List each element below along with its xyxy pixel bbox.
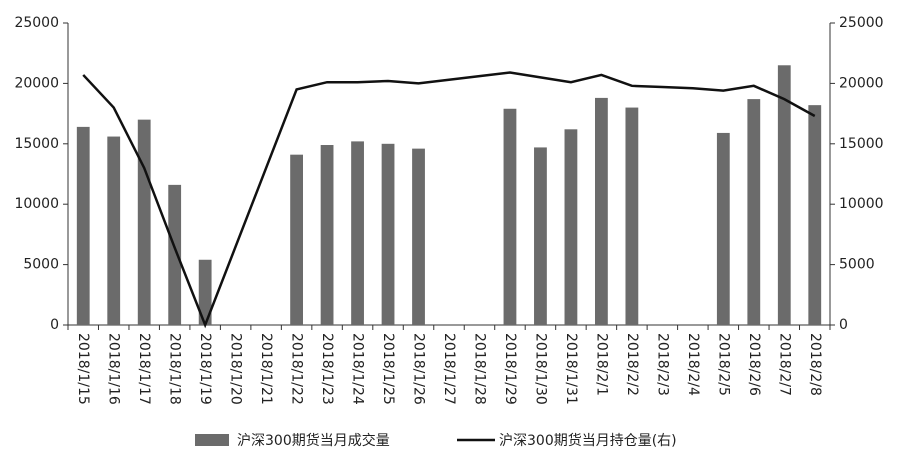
y2-tick-label: 25000 [839,15,884,31]
bar [564,129,578,325]
y-tick-label: 20000 [14,75,59,91]
bar [808,105,822,325]
y2-tick-label: 20000 [839,75,884,91]
x-tick-label: 2018/1/22 [289,333,305,405]
y-tick-label: 10000 [14,196,59,212]
x-tick-label: 2018/1/16 [106,333,122,405]
x-tick-label: 2018/2/1 [593,333,609,396]
x-tick-label: 2018/1/18 [167,333,183,405]
y2-tick-label: 15000 [839,136,884,152]
bar [76,126,90,325]
bar [503,108,517,325]
bar [320,145,334,325]
x-tick-label: 2018/2/4 [685,333,701,396]
bar [625,107,639,325]
legend-label: 沪深300期货当月成交量 [237,432,390,449]
bar [716,132,730,325]
bar [594,97,608,325]
x-tick-label: 2018/2/5 [715,333,731,396]
x-tick-label: 2018/1/28 [471,333,487,405]
x-tick-label: 2018/1/15 [75,333,91,405]
x-tick-label: 2018/1/30 [532,333,548,405]
x-tick-label: 2018/1/31 [563,333,579,405]
x-tick-label: 2018/1/17 [136,333,152,405]
legend-label: 沪深300期货当月持仓量(右) [499,432,677,449]
y2-tick-label: 0 [839,317,848,333]
x-tick-label: 2018/2/7 [776,333,792,396]
x-tick-label: 2018/1/29 [502,333,518,405]
line [82,71,816,329]
bar [747,99,761,325]
x-tick-label: 2018/2/2 [624,333,640,396]
x-tick-label: 2018/2/8 [807,333,823,396]
x-tick-label: 2018/2/6 [746,333,762,396]
bar [198,259,212,325]
x-tick-label: 2018/1/27 [441,333,457,405]
x-tick-label: 2018/1/19 [197,333,213,405]
bar [777,65,791,325]
x-tick-label: 2018/1/23 [319,333,335,405]
bar [168,184,182,325]
x-tick-label: 2018/1/21 [258,333,274,405]
x-tick-label: 2018/1/20 [228,333,244,405]
y2-tick-label: 10000 [839,196,884,212]
bar [137,119,151,325]
bar [351,141,364,325]
legend-swatch [195,434,229,446]
bar [381,143,395,325]
x-tick-label: 2018/1/26 [411,333,427,405]
x-tick-label: 2018/1/24 [350,333,366,405]
bar [534,147,547,325]
bar [412,148,425,325]
x-tick-label: 2018/2/3 [654,333,670,396]
y-tick-label: 25000 [14,15,59,31]
y2-tick-label: 5000 [839,257,875,273]
bar [107,136,121,325]
y-tick-label: 15000 [14,136,59,152]
bar [290,154,304,325]
x-tick-label: 2018/1/25 [380,333,396,405]
y-tick-label: 5000 [23,257,59,273]
y-tick-label: 0 [50,317,59,333]
